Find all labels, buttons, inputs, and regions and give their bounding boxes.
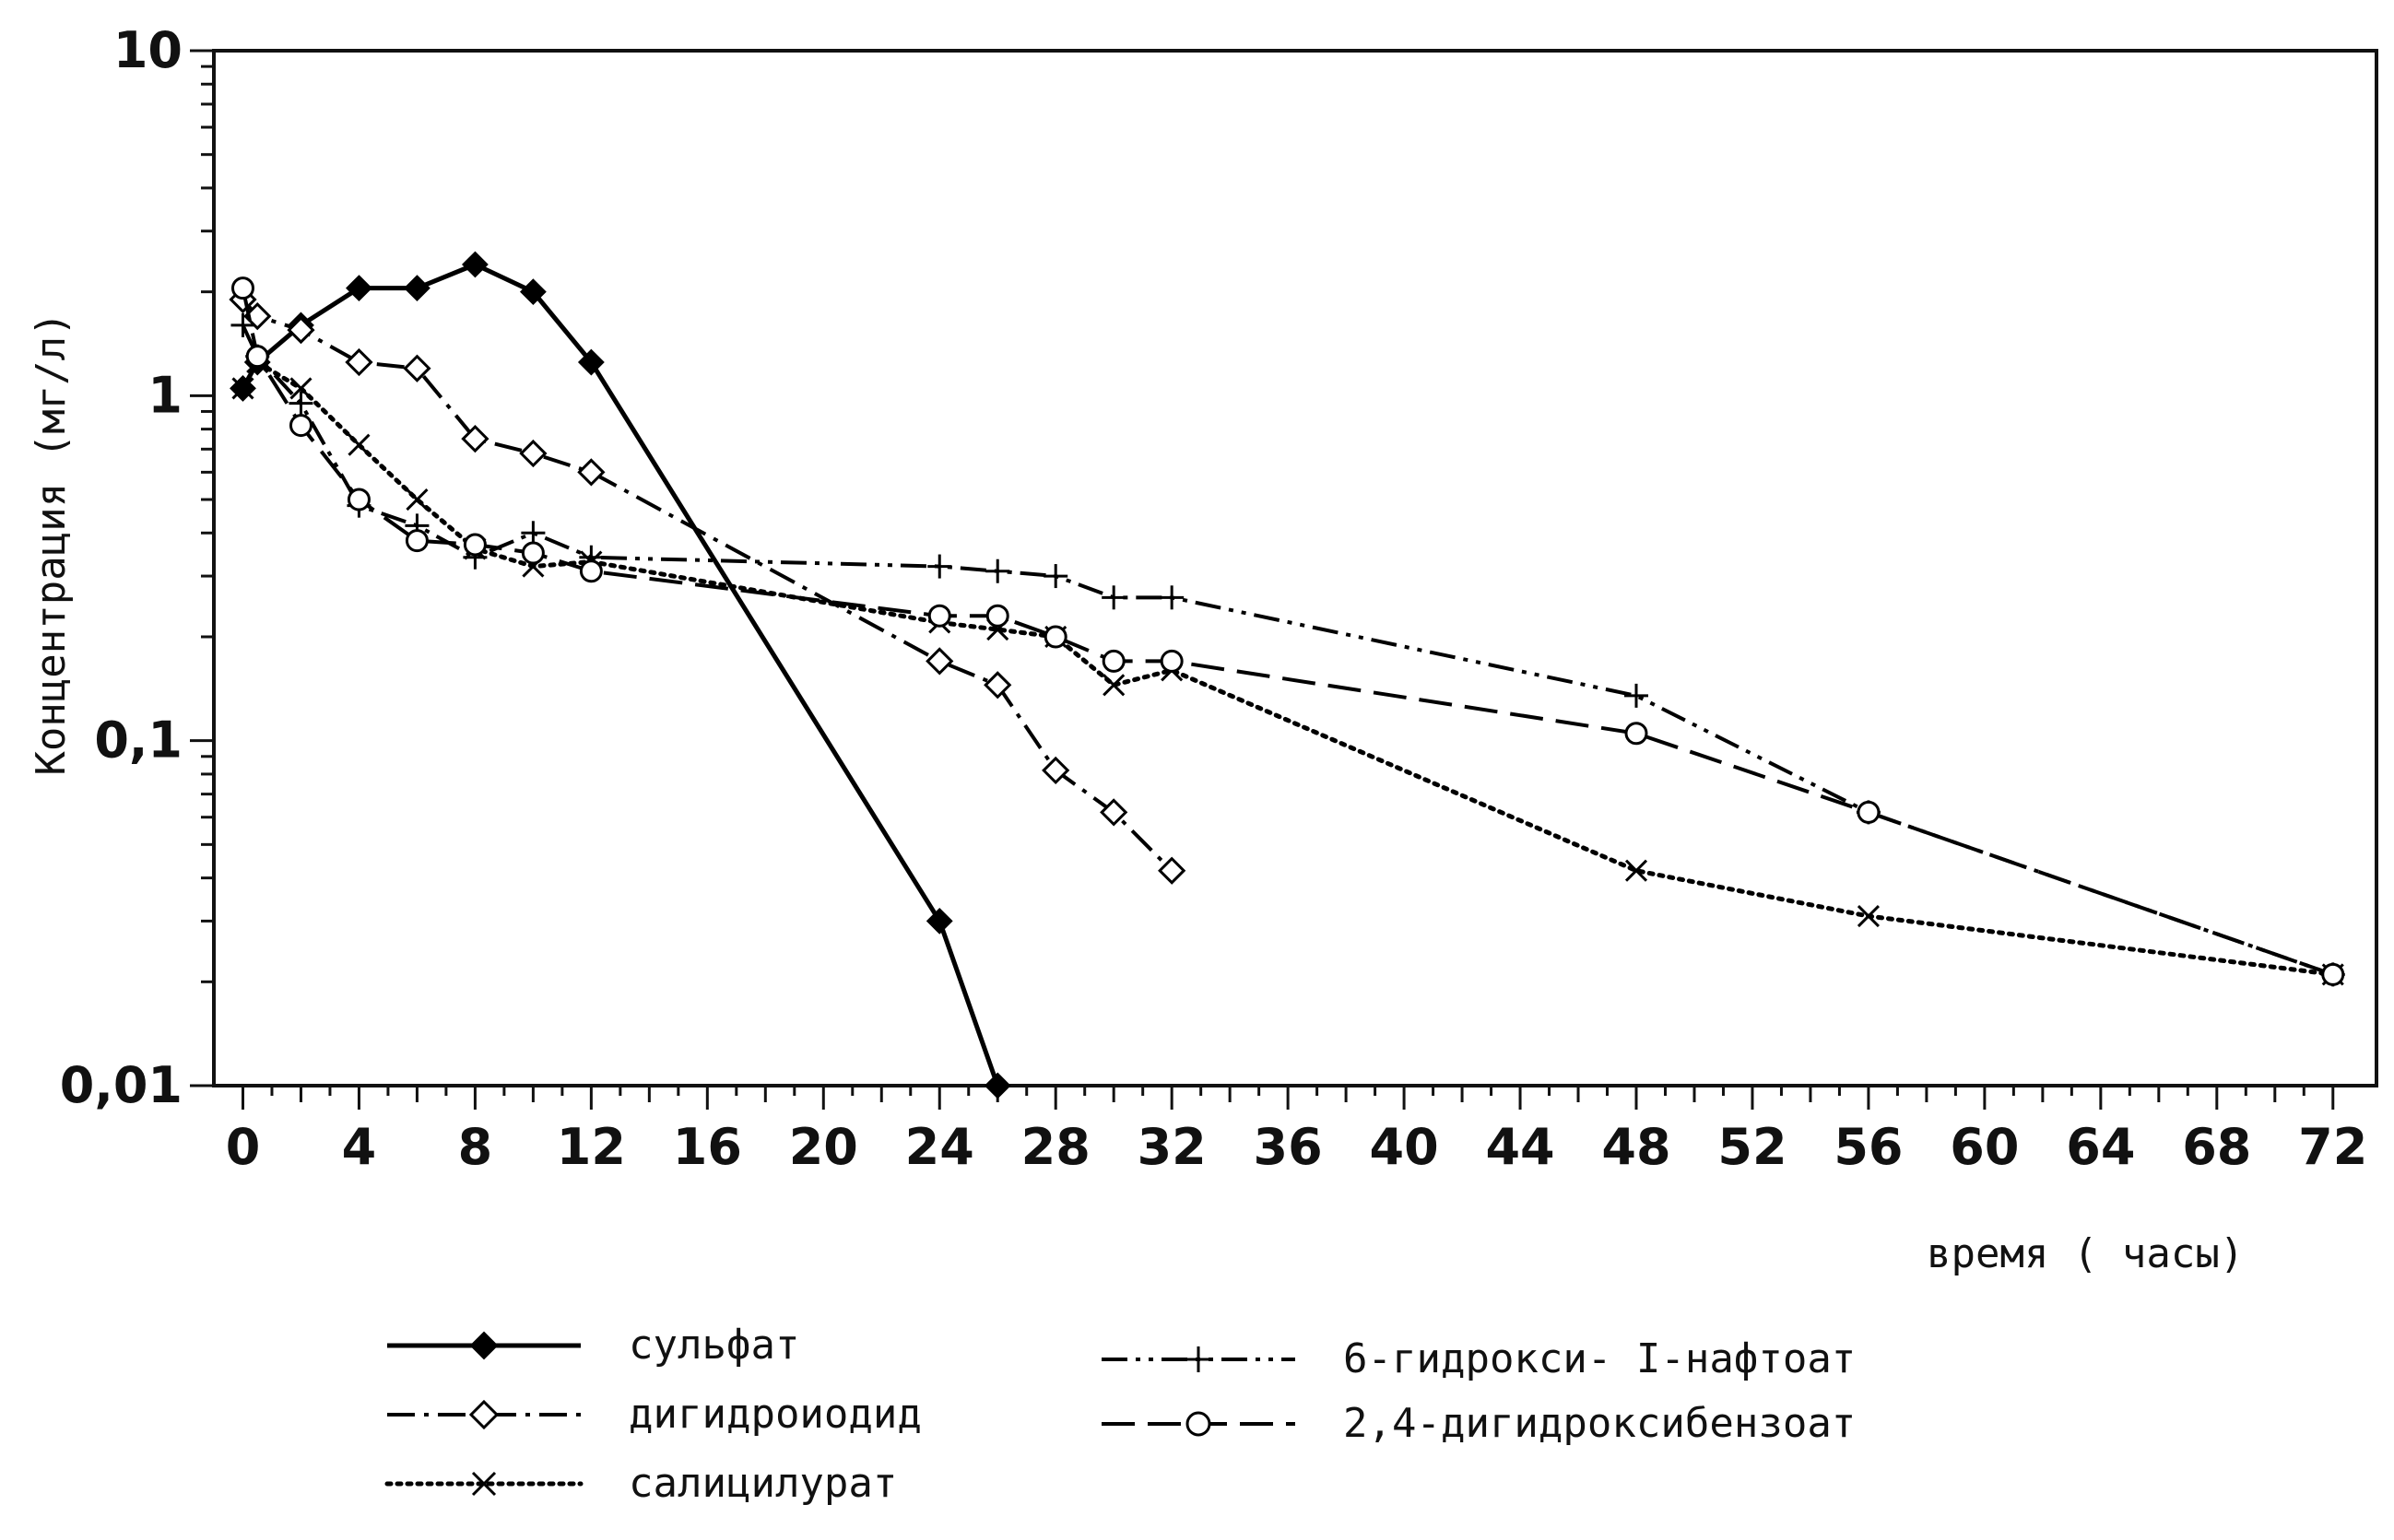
data-point: [1102, 585, 1126, 609]
data-point: [290, 416, 311, 436]
data-point: [1102, 800, 1126, 824]
data-point: [1858, 802, 1879, 822]
data-point: [581, 561, 601, 582]
data-point: [927, 555, 951, 579]
axes: 0,010,1110048121620242832364044485256606…: [60, 21, 2368, 1176]
data-point: [347, 276, 371, 300]
legend-marker: [1187, 1413, 1209, 1435]
legend-item: сульфат: [387, 1322, 799, 1369]
data-point: [407, 489, 427, 510]
data-point: [521, 441, 545, 465]
data-point: [405, 276, 429, 300]
x-tick-label: 12: [557, 1118, 626, 1176]
plot-area: [214, 51, 2376, 1086]
legend-item: 2,4-дигидроксибензоат: [1102, 1400, 1856, 1447]
legend-item: дигидроиодид: [387, 1391, 922, 1438]
series-line: [242, 325, 2332, 974]
series-4: [230, 313, 2344, 986]
series-3: [232, 352, 2342, 984]
data-point: [521, 521, 545, 545]
data-point: [927, 649, 951, 673]
legend: сульфат дигидроиодид салицилурат 6-гидрокси…: [387, 1322, 1856, 1507]
x-tick-label: 40: [1370, 1118, 1439, 1176]
data-point: [347, 350, 371, 374]
x-tick-label: 60: [1950, 1118, 2019, 1176]
x-tick-label: 4: [342, 1118, 377, 1176]
data-point: [1044, 758, 1067, 782]
data-point: [987, 605, 1008, 626]
y-tick-label: 1: [147, 366, 183, 424]
data-point: [1626, 723, 1646, 744]
legend-marker: [471, 1402, 497, 1428]
data-point: [1160, 585, 1184, 609]
x-tick-label: 28: [1021, 1118, 1091, 1176]
legend-label: 2,4-дигидроксибензоат: [1343, 1400, 1856, 1447]
x-tick-label: 72: [2298, 1118, 2367, 1176]
data-point: [929, 605, 949, 626]
data-point: [1044, 564, 1067, 588]
legend-item: 6-гидрокси- I-нафтоат: [1102, 1335, 1856, 1382]
x-tick-label: 32: [1138, 1118, 1207, 1176]
legend-label: сульфат: [629, 1322, 799, 1369]
series-line: [242, 265, 997, 1086]
y-tick-label: 10: [113, 21, 183, 79]
data-point: [407, 531, 427, 551]
legend-item: салицилурат: [387, 1460, 897, 1507]
x-tick-label: 8: [458, 1118, 493, 1176]
x-axis-title: время ( часы): [1927, 1230, 2244, 1277]
plot-frame: [214, 51, 2376, 1086]
x-tick-label: 44: [1485, 1118, 1554, 1176]
data-point: [232, 278, 253, 299]
x-tick-label: 0: [226, 1118, 261, 1176]
data-point: [1045, 627, 1066, 647]
x-tick-label: 20: [789, 1118, 858, 1176]
data-point: [985, 559, 1009, 583]
data-point: [247, 347, 267, 367]
data-point: [523, 543, 543, 563]
x-tick-label: 68: [2182, 1118, 2251, 1176]
legend-label: салицилурат: [629, 1460, 897, 1507]
data-point: [927, 909, 951, 933]
data-point: [985, 1074, 1009, 1098]
data-point: [1103, 651, 1124, 671]
y-tick-label: 0,01: [60, 1056, 183, 1114]
legend-marker: [471, 1333, 497, 1358]
data-point: [465, 535, 485, 555]
legend-marker: [1185, 1346, 1211, 1372]
series-line: [242, 288, 2332, 975]
x-tick-label: 24: [905, 1118, 974, 1176]
data-point: [985, 673, 1009, 697]
legend-label: 6-гидрокси- I-нафтоат: [1343, 1335, 1856, 1382]
data-point: [463, 253, 487, 276]
x-tick-label: 64: [2066, 1118, 2135, 1176]
legend-label: дигидроиодид: [629, 1391, 922, 1438]
data-point: [1160, 859, 1184, 883]
series-line: [242, 362, 2332, 974]
series-5: [232, 278, 2342, 985]
x-tick-label: 52: [1717, 1118, 1787, 1176]
series-1: [230, 253, 1009, 1098]
data-point: [2323, 964, 2343, 984]
data-point: [579, 460, 603, 484]
data-point: [1103, 675, 1124, 695]
x-tick-label: 48: [1601, 1118, 1670, 1176]
data-point: [348, 435, 369, 455]
x-tick-label: 36: [1254, 1118, 1323, 1176]
data-point: [1162, 651, 1182, 671]
y-tick-label: 0,1: [94, 711, 183, 770]
data-point: [1624, 684, 1648, 708]
x-tick-label: 16: [673, 1118, 742, 1176]
x-tick-label: 56: [1834, 1118, 1903, 1176]
y-axis-title: Концентрация (мг/л): [28, 312, 75, 775]
data-point: [348, 489, 369, 510]
series-layer: [230, 253, 2344, 1098]
